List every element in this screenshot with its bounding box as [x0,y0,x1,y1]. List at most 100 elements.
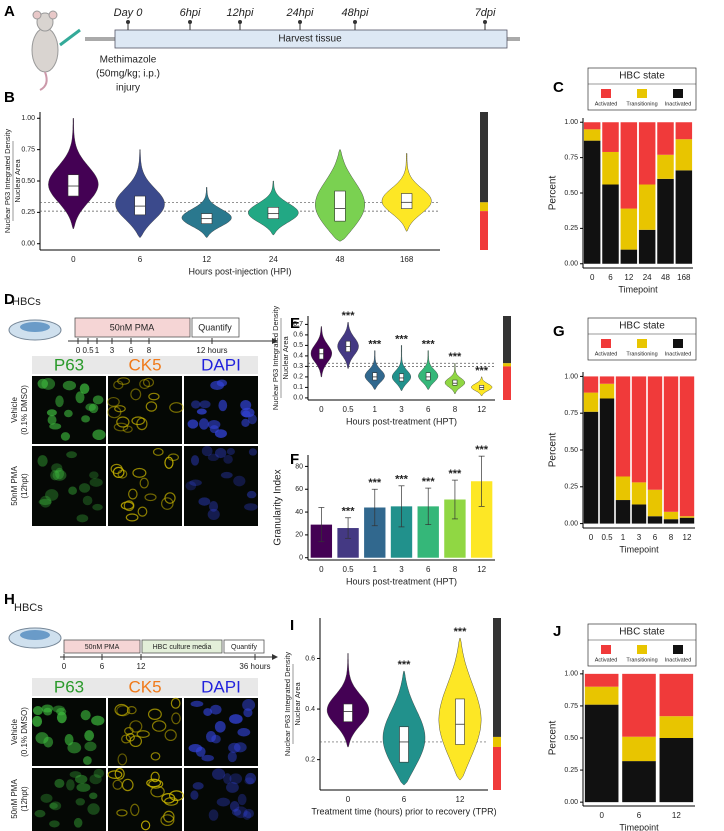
y-tick-label: 0.75 [564,410,578,417]
nucleus [144,493,157,502]
x-tick-label: 48 [661,273,670,282]
y-tick-label: 0.75 [564,703,578,710]
legend-label: Inactivated [665,657,692,663]
significance: *** [475,444,489,456]
bar-segment [663,519,679,524]
nucleus [223,773,232,785]
panel-label: D [4,291,15,308]
nucleus [188,743,203,753]
nucleus [35,732,49,744]
y-tick-label: 0.7 [293,321,303,328]
step-box [141,639,223,654]
nucleus [76,514,89,523]
legend-label: Transitioning [626,101,657,107]
x-tick-label: 12 [624,273,633,282]
state-bar [480,211,488,250]
pin-head [238,20,242,24]
x-tick-label: 3 [399,405,404,414]
micrograph [32,446,106,526]
nucleus [209,500,219,512]
state-bar [480,202,488,212]
nucleus [228,742,241,753]
bar [470,481,493,558]
nucleus [39,495,52,508]
nucleus [116,705,131,717]
mouse-tail [39,71,48,91]
nucleus [142,377,155,388]
channel-label: P63 [54,355,84,374]
x-tick-label: 3 [637,533,642,542]
bar-segment [675,139,693,171]
legend-label: Transitioning [626,351,657,357]
nucleus [89,774,102,785]
nucleus [121,734,131,744]
y-tick-label: 0.4 [305,706,315,713]
x-tick-label: 0 [319,405,324,414]
y-tick-label: 1.00 [564,671,578,678]
x-tick-label: 0.5 [601,533,613,542]
nucleus [241,410,251,418]
nucleus [214,720,226,733]
bar-segment [615,476,631,501]
nucleus [112,779,123,790]
nucleus [237,728,251,737]
bar-segment [657,178,674,264]
mouse-ear [48,10,58,20]
nucleus [78,483,91,493]
panel-label: F [290,451,299,468]
nucleus [233,742,247,753]
nucleus [231,808,242,816]
state-bar [480,112,488,203]
nucleus [92,429,106,440]
nucleus [150,785,165,798]
nucleus [140,820,151,831]
channel-header [32,356,258,374]
step-label: 50nM PMA [85,644,120,651]
significance: *** [342,506,356,518]
bar-segment [663,511,679,520]
nucleus [92,395,104,405]
arrow-head [272,654,278,660]
nucleus [50,469,60,481]
nucleus [49,423,62,430]
nucleus [227,751,237,763]
nucleus [170,697,181,709]
nucleus [210,704,222,715]
chart: 0.00 0.25 0.50 0.75 1.00 Percent Timepoint 0 6 12… [548,67,697,294]
nucleus [242,811,252,820]
channel-label: P63 [54,677,84,696]
tick-label: 6 [129,346,134,355]
bar-segment [620,122,638,209]
bar-segment [583,140,601,264]
box [455,698,465,745]
x-tick-label: 1 [621,533,626,542]
nucleus [201,754,214,762]
row-label: (0.1% DMSO) [20,707,29,757]
nucleus [117,377,131,385]
nucleus [116,809,128,817]
nucleus [73,817,83,828]
significance: *** [342,310,356,322]
nucleus [167,453,180,462]
step-label: Quantify [231,644,258,651]
nucleus [93,768,105,779]
step-box [191,317,240,338]
step-box [223,639,265,654]
y-tick-label: 0.00 [21,241,35,248]
x-axis-label: Treatment time (hours) prior to recovery… [311,806,496,816]
bar-segment [631,482,647,505]
legend-swatch [673,645,683,654]
legend-title: HBC state [619,627,665,638]
box [372,372,378,381]
nucleus [169,790,184,801]
bar-segment [675,170,693,264]
row-label: 50nM PMA [10,466,19,506]
bar-segment [657,122,674,155]
legend-swatch [673,339,683,348]
x-axis-label: Timepoint [619,822,659,831]
y-tick-label: 0.6 [293,332,303,339]
pin-head [483,20,487,24]
nucleus [110,463,123,475]
bar-segment [583,392,599,412]
